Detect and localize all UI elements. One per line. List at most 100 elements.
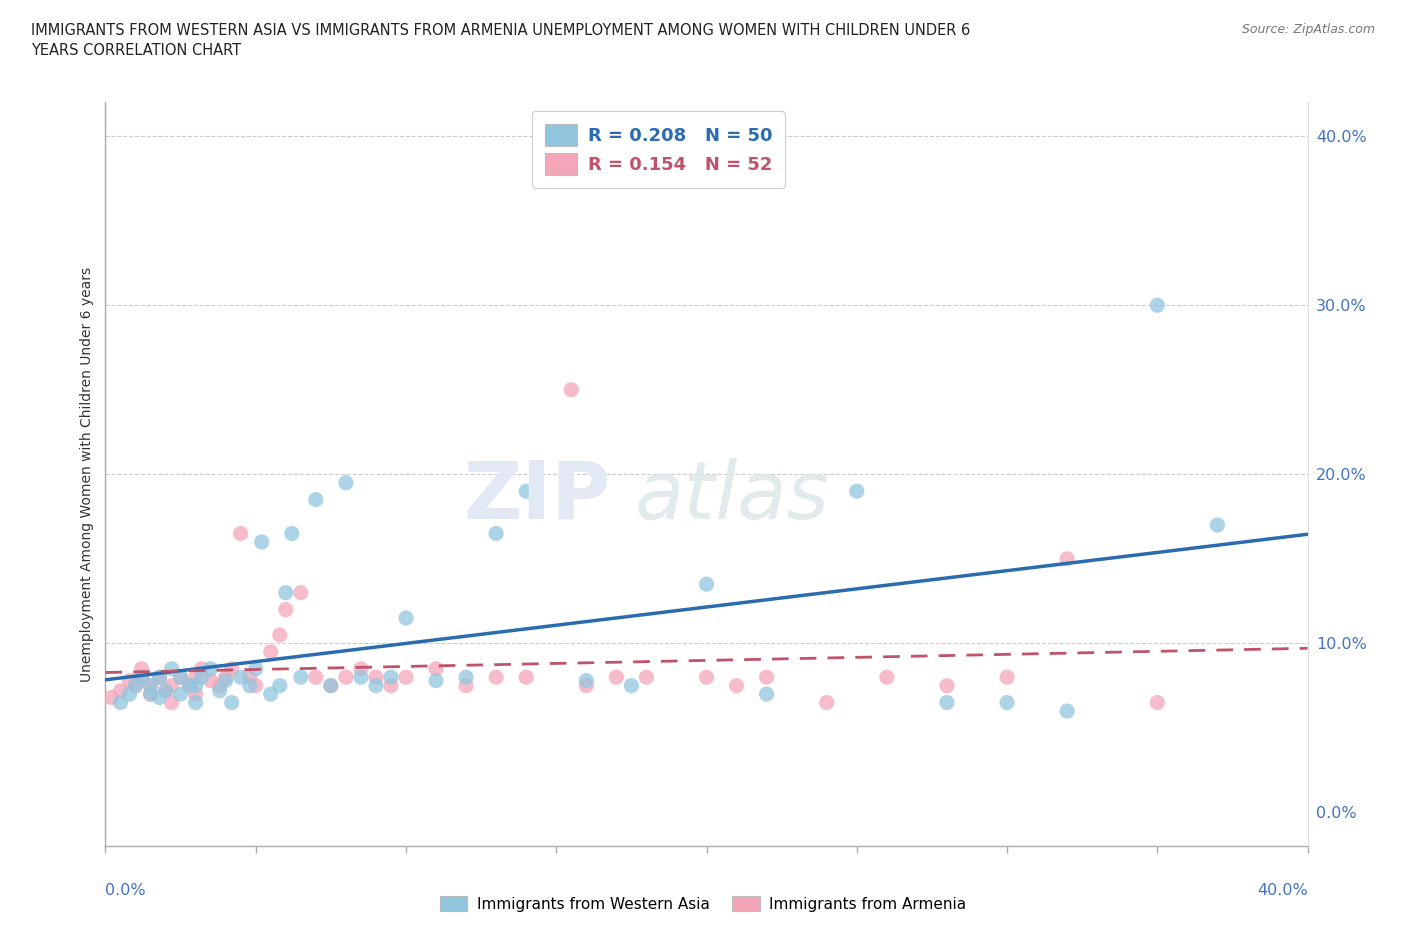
Point: [876, 670, 898, 684]
Point: [845, 484, 868, 498]
Point: [214, 673, 236, 688]
Point: [245, 661, 267, 676]
Point: [454, 670, 477, 684]
Point: [936, 678, 959, 693]
Point: [221, 695, 243, 710]
Point: [274, 585, 297, 600]
Point: [124, 678, 146, 693]
Point: [190, 670, 212, 684]
Point: [250, 535, 273, 550]
Text: ZIP: ZIP: [463, 458, 610, 536]
Point: [208, 678, 231, 693]
Point: [725, 678, 748, 693]
Point: [100, 690, 122, 705]
Point: [335, 475, 357, 490]
Point: [515, 670, 537, 684]
Point: [169, 686, 191, 701]
Point: [118, 673, 141, 688]
Text: IMMIGRANTS FROM WESTERN ASIA VS IMMIGRANTS FROM ARMENIA UNEMPLOYMENT AMONG WOMEN: IMMIGRANTS FROM WESTERN ASIA VS IMMIGRAN…: [31, 23, 970, 58]
Text: atlas: atlas: [634, 458, 830, 536]
Point: [755, 686, 778, 701]
Text: 0.0%: 0.0%: [105, 883, 146, 897]
Point: [620, 678, 643, 693]
Point: [1146, 695, 1168, 710]
Point: [160, 695, 183, 710]
Point: [221, 661, 243, 676]
Point: [995, 695, 1018, 710]
Point: [350, 670, 373, 684]
Point: [229, 526, 252, 541]
Point: [229, 670, 252, 684]
Point: [281, 526, 304, 541]
Point: [395, 611, 418, 626]
Point: [1056, 704, 1078, 719]
Point: [290, 670, 312, 684]
Point: [350, 661, 373, 676]
Point: [184, 678, 207, 693]
Point: [139, 678, 162, 693]
Point: [124, 678, 146, 693]
Point: [305, 492, 328, 507]
Point: [515, 484, 537, 498]
Point: [575, 678, 598, 693]
Point: [305, 670, 328, 684]
Point: [696, 670, 718, 684]
Point: [148, 670, 170, 684]
Point: [179, 678, 201, 693]
Point: [485, 670, 508, 684]
Point: [200, 661, 222, 676]
Point: [425, 661, 447, 676]
Point: [696, 577, 718, 591]
Point: [995, 670, 1018, 684]
Point: [936, 695, 959, 710]
Point: [200, 673, 222, 688]
Point: [485, 526, 508, 541]
Y-axis label: Unemployment Among Women with Children Under 6 years: Unemployment Among Women with Children U…: [80, 267, 94, 682]
Point: [131, 670, 153, 684]
Point: [245, 678, 267, 693]
Point: [560, 382, 582, 397]
Point: [395, 670, 418, 684]
Point: [169, 670, 191, 684]
Point: [148, 670, 170, 684]
Point: [380, 678, 402, 693]
Point: [160, 661, 183, 676]
Point: [454, 678, 477, 693]
Point: [269, 678, 291, 693]
Point: [190, 661, 212, 676]
Point: [131, 670, 153, 684]
Point: [290, 585, 312, 600]
Point: [155, 684, 177, 698]
Point: [274, 602, 297, 617]
Point: [208, 684, 231, 698]
Point: [110, 684, 132, 698]
Point: [364, 670, 387, 684]
Point: [239, 670, 262, 684]
Point: [1206, 518, 1229, 533]
Point: [155, 684, 177, 698]
Point: [380, 670, 402, 684]
Point: [335, 670, 357, 684]
Point: [636, 670, 658, 684]
Point: [139, 678, 162, 693]
Point: [260, 686, 283, 701]
Point: [131, 661, 153, 676]
Point: [815, 695, 838, 710]
Legend: Immigrants from Western Asia, Immigrants from Armenia: Immigrants from Western Asia, Immigrants…: [434, 889, 972, 918]
Text: 40.0%: 40.0%: [1257, 883, 1308, 897]
Point: [239, 678, 262, 693]
Point: [1146, 298, 1168, 312]
Point: [755, 670, 778, 684]
Point: [179, 678, 201, 693]
Text: Source: ZipAtlas.com: Source: ZipAtlas.com: [1241, 23, 1375, 36]
Point: [184, 670, 207, 684]
Point: [214, 670, 236, 684]
Point: [1056, 551, 1078, 566]
Point: [160, 678, 183, 693]
Point: [269, 628, 291, 643]
Point: [184, 686, 207, 701]
Point: [110, 695, 132, 710]
Point: [425, 673, 447, 688]
Point: [139, 686, 162, 701]
Point: [184, 695, 207, 710]
